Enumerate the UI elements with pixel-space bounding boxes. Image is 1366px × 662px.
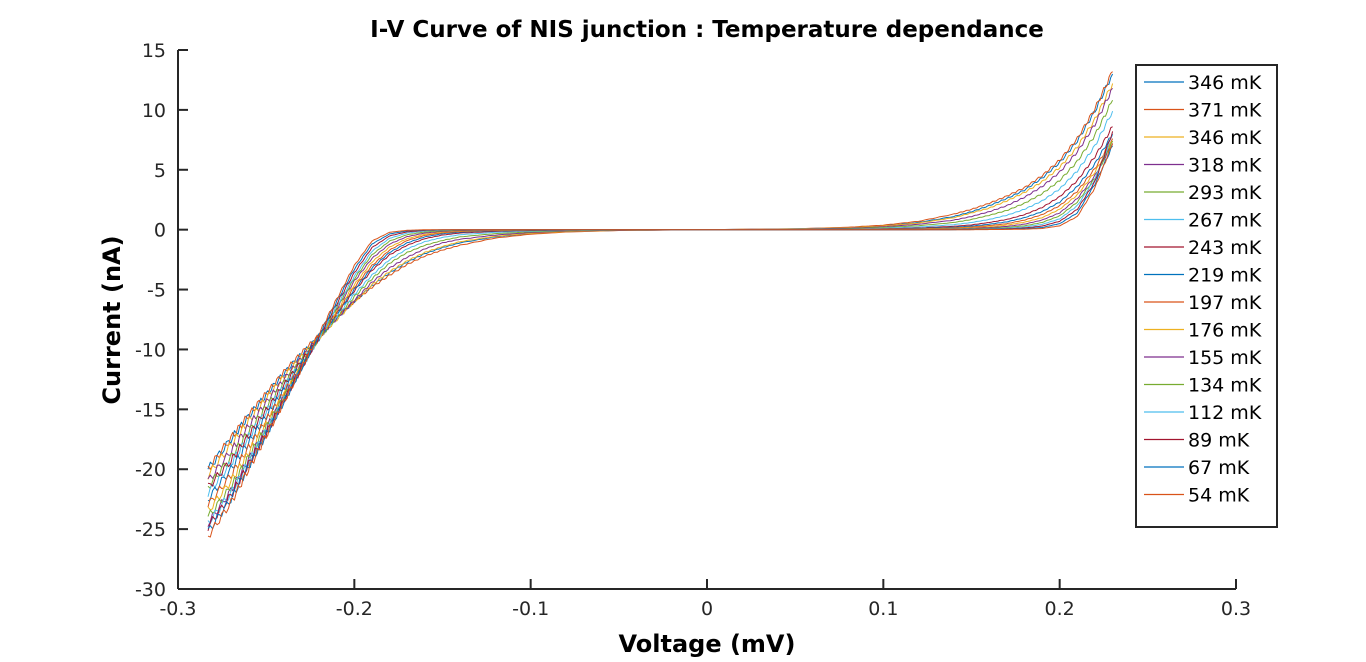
legend: 346 mK 371 mK 346 mK 318 mK 293 mK 267 mK 243 … — [1135, 64, 1278, 528]
legend-entry-label: 243 mK — [1188, 237, 1262, 259]
y-tick-label: -25 — [135, 519, 166, 541]
axes: -0.3 -0.2 -0.1 0 0.1 0.2 0.3 -30 -25 -20 -15 -10 -5 0… — [135, 40, 1251, 620]
legend-box — [1135, 64, 1278, 528]
y-tick-label: -5 — [147, 280, 166, 302]
y-tick-label: 0 — [154, 220, 166, 242]
y-tick-label: -20 — [135, 459, 166, 481]
legend-entry-label: 346 mK — [1188, 127, 1262, 149]
legend-entry-label: 155 mK — [1188, 347, 1262, 369]
legend-entry-label: 54 mK — [1188, 485, 1250, 507]
legend-entry-label: 371 mK — [1188, 100, 1262, 122]
y-tick-label: -10 — [135, 339, 166, 361]
series-line-16 — [207, 143, 1114, 538]
legend-entry-label: 197 mK — [1188, 292, 1262, 314]
x-tick-label: -0.1 — [512, 598, 549, 620]
y-tick-label: -30 — [135, 579, 166, 601]
series-line-2 — [207, 71, 1113, 470]
x-tick-label: -0.2 — [336, 598, 373, 620]
x-tick-label: -0.3 — [159, 598, 196, 620]
series-layer — [207, 71, 1114, 538]
legend-entry-label: 318 mK — [1188, 155, 1262, 177]
y-tick-label: 5 — [154, 160, 166, 182]
y-tick-label: 10 — [142, 100, 166, 122]
legend-entry-label: 346 mK — [1188, 72, 1262, 94]
legend-entry-label: 293 mK — [1188, 182, 1262, 204]
x-tick-label: 0.2 — [1045, 598, 1075, 620]
x-tick-label: 0.3 — [1221, 598, 1251, 620]
x-tick-label: 0.1 — [868, 598, 898, 620]
y-axis-label: Current (nA) — [98, 235, 126, 404]
legend-entry-label: 112 mK — [1188, 402, 1262, 424]
y-tick-label: -15 — [135, 399, 166, 421]
legend-entry-label: 89 mK — [1188, 430, 1250, 452]
legend-entry-label: 176 mK — [1188, 320, 1262, 342]
y-tick-label: 15 — [142, 40, 166, 62]
legend-entry-label: 134 mK — [1188, 375, 1262, 397]
chart-title: I-V Curve of NIS junction : Temperature … — [370, 17, 1044, 43]
legend-entry-label: 67 mK — [1188, 457, 1250, 479]
x-tick-label: 0 — [701, 598, 713, 620]
legend-entry-label: 219 mK — [1188, 265, 1262, 287]
x-axis-label: Voltage (mV) — [619, 630, 796, 658]
legend-entry-label: 267 mK — [1188, 210, 1262, 232]
